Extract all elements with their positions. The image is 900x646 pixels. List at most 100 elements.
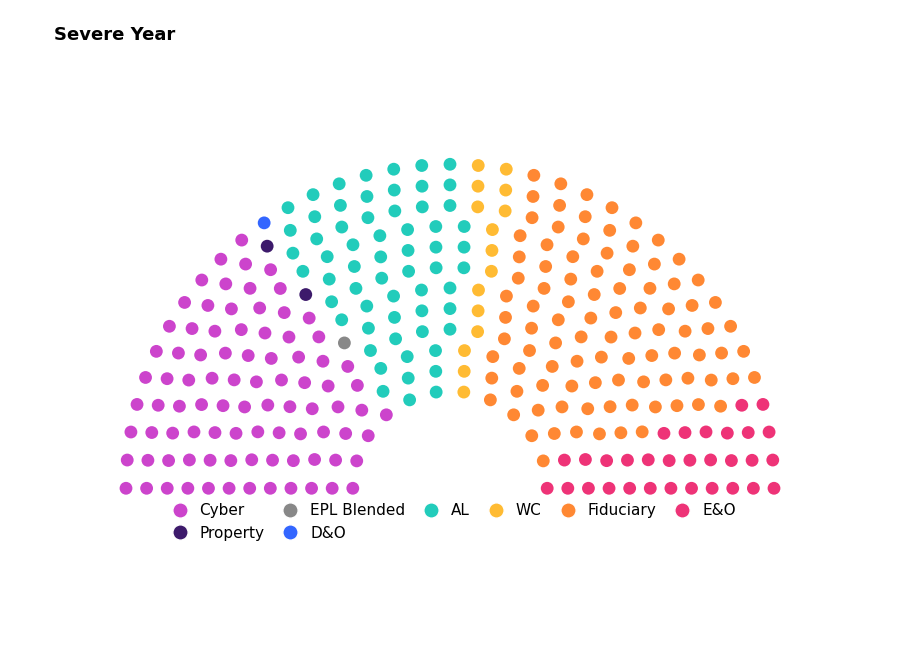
Point [253,303,267,313]
Point [283,402,297,412]
Point [443,324,457,335]
Point [194,350,208,360]
Point [194,275,209,285]
Point [415,160,429,171]
Point [340,361,355,371]
Point [238,259,253,269]
Point [261,400,275,410]
Point [374,252,388,262]
Point [241,350,256,360]
Point [335,315,349,325]
Point [471,326,485,337]
Text: Severe Year: Severe Year [54,26,176,44]
Point [374,363,388,373]
Point [332,179,347,189]
Point [130,399,144,410]
Point [428,346,443,356]
Point [389,333,403,344]
Point [331,402,346,412]
Point [563,274,578,284]
Point [260,241,274,251]
Point [540,483,554,494]
Point [684,483,698,494]
Point [285,248,300,258]
Point [547,428,562,439]
Point [172,401,186,412]
Point [587,289,601,300]
Point [223,455,238,466]
Point [400,351,414,362]
Point [672,254,687,264]
Point [471,160,485,171]
Point [589,377,603,388]
Point [708,297,723,307]
Point [725,373,740,384]
Point [282,332,296,342]
Point [762,427,777,437]
Point [284,225,298,236]
Point [525,431,539,441]
Point [263,483,277,494]
Point [483,395,498,405]
Point [485,245,500,256]
Point [715,348,729,359]
Point [249,377,264,387]
Point [160,483,175,494]
Point [531,405,545,415]
Point [443,159,457,169]
Point [443,304,457,314]
Point [324,297,338,307]
Point [299,289,313,300]
Point [428,366,443,377]
Point [414,285,428,295]
Point [387,312,401,322]
Point [498,206,512,216]
Point [350,380,365,391]
Point [736,346,751,357]
Point [628,218,643,228]
Point [641,455,655,465]
Point [400,245,415,256]
Point [594,352,608,362]
Point [644,483,658,494]
Point [484,266,499,276]
Point [651,235,665,245]
Point [272,428,286,438]
Point [536,455,551,466]
Point [652,324,666,335]
Point [335,222,349,232]
Point [181,483,195,494]
Point [160,373,175,384]
Point [401,373,416,383]
Point [522,346,536,356]
Point [171,348,185,359]
Point [756,399,770,410]
Point [349,455,364,466]
Point [250,427,265,437]
Point [526,191,540,202]
Point [415,326,429,337]
Point [457,222,472,232]
Point [611,375,625,385]
Point [599,455,614,466]
Point [305,404,320,414]
Point [701,324,716,334]
Point [670,401,684,411]
Point [456,387,471,397]
Point [551,222,565,232]
Point [580,404,595,414]
Point [472,285,486,295]
Point [644,350,659,360]
Point [376,386,391,397]
Point [443,200,457,211]
Point [457,366,472,377]
Point [484,373,499,383]
Point [745,455,760,466]
Point [691,399,706,410]
Point [724,455,739,466]
Point [511,273,526,284]
Point [402,395,417,405]
Point [151,400,166,410]
Point [245,455,259,465]
Point [667,278,681,289]
